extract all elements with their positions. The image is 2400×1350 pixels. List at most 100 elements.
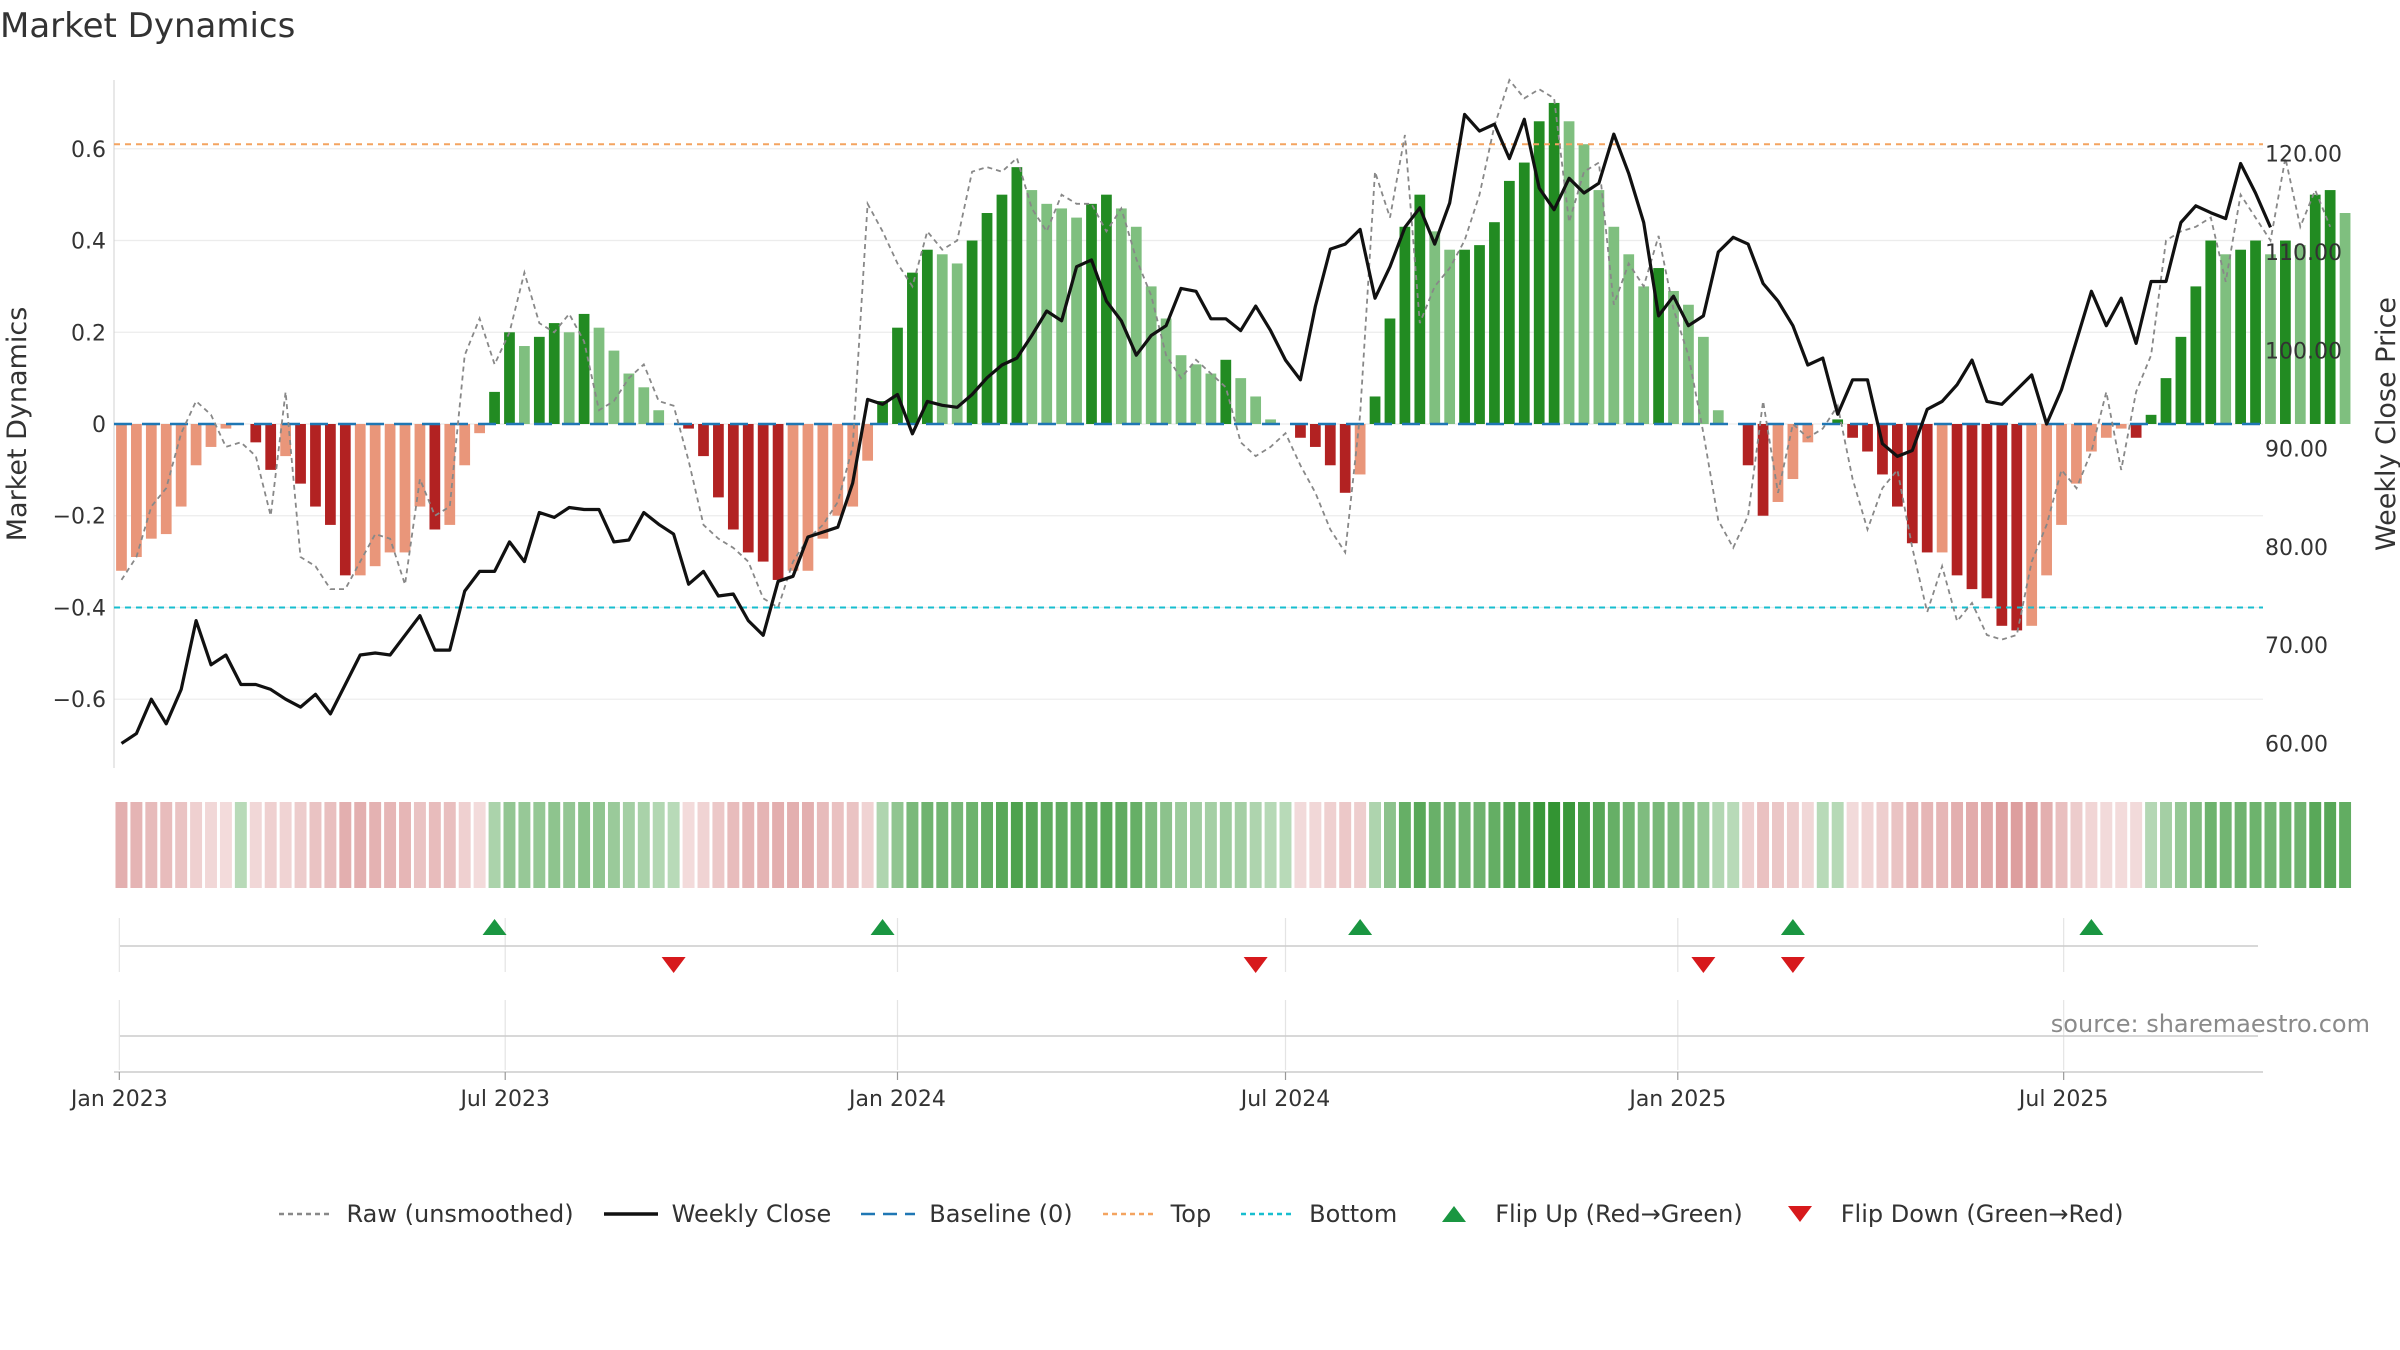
oscillator-bar [1548, 102, 1560, 424]
oscillator-bar [1414, 194, 1426, 424]
flip-up-marker [1780, 919, 1805, 935]
oscillator-bar [1130, 226, 1142, 424]
regime-cell [1772, 802, 1784, 888]
weekly-close-line [120, 112, 2272, 745]
oscillator-bar [160, 424, 172, 535]
oscillator-bar [2250, 240, 2261, 424]
y-right-tick-label: 80.00 [2265, 536, 2328, 561]
oscillator-bar [1399, 226, 1411, 424]
legend-item-raw: Raw (unsmoothed) [277, 1200, 574, 1228]
oscillator-bar [2086, 424, 2097, 452]
regime-cell [1115, 802, 1128, 888]
oscillator-bar [2041, 424, 2052, 576]
regime-cell [1443, 802, 1456, 888]
y-right-tick-label: 90.00 [2265, 438, 2328, 463]
flip-panel [118, 918, 2258, 973]
oscillator-bar [250, 424, 262, 443]
x-tick-label: Jan 2024 [847, 1087, 946, 1112]
regime-cell [742, 802, 755, 888]
flip-down-marker [1691, 957, 1716, 973]
regime-cell [1160, 802, 1173, 888]
regime-cell [309, 802, 322, 888]
oscillator-bar [1533, 121, 1545, 424]
regime-cell [652, 802, 665, 888]
oscillator-bar [1235, 378, 1247, 424]
oscillator-bar [1354, 424, 1366, 475]
oscillator-bar [2160, 378, 2172, 424]
regime-cell [324, 802, 337, 888]
oscillator-bar [2071, 424, 2082, 484]
y-right-tick-label: 100.00 [2265, 339, 2342, 364]
regime-cell [1816, 802, 1829, 888]
regime-cell [1951, 802, 1964, 888]
y-right-tick-label: 70.00 [2265, 634, 2328, 659]
regime-cell [1234, 802, 1247, 888]
oscillator-bar [727, 424, 739, 530]
regime-cell [1085, 802, 1098, 888]
regime-cell [1637, 802, 1650, 888]
oscillator-bar [1638, 286, 1650, 424]
oscillator-bar [1877, 424, 1888, 475]
oscillator-bar [1459, 249, 1470, 424]
regime-cell [563, 802, 576, 888]
regime-cell [369, 802, 382, 888]
regime-cell [115, 802, 128, 888]
regime-cell [399, 802, 411, 888]
regime-cell [831, 802, 844, 888]
regime-strip [115, 802, 2352, 888]
regime-cell [1204, 802, 1217, 888]
regime-cell [1025, 802, 1038, 888]
regime-cell [1727, 802, 1740, 888]
oscillator-bar [429, 424, 441, 530]
oscillator-bar [1011, 167, 1023, 424]
regime-cell [413, 802, 426, 888]
flip-up-marker [1348, 919, 1373, 935]
oscillator-bar [1757, 424, 1769, 516]
regime-cell [757, 802, 770, 888]
oscillator-bar [1742, 424, 1754, 466]
y-right-tick-label: 60.00 [2265, 732, 2328, 757]
regime-cell [1801, 802, 1814, 888]
oscillator-bar [787, 424, 799, 571]
regime-cell [712, 802, 725, 888]
regime-cell [772, 802, 785, 888]
regime-cell [1175, 802, 1188, 888]
y-left-tick-label: −0.4 [53, 596, 106, 621]
oscillator-bar [414, 424, 426, 507]
regime-cell [160, 802, 173, 888]
regime-cell [428, 802, 441, 888]
regime-cell [846, 802, 859, 888]
oscillator-bar [2235, 249, 2246, 424]
oscillator-bar [892, 327, 903, 424]
regime-cell [1563, 802, 1576, 888]
regime-cell [1279, 802, 1292, 888]
oscillator-bar [1250, 396, 1262, 424]
legend-swatch-top [1102, 1212, 1157, 1216]
oscillator-bar [683, 424, 694, 429]
oscillator-bar [474, 424, 486, 434]
oscillator-bar [1608, 226, 1620, 424]
regime-cell [443, 802, 456, 888]
regime-cell [503, 802, 516, 888]
regime-cell [1055, 802, 1068, 888]
bottom-panel [114, 1000, 2263, 1073]
oscillator-bar [1697, 336, 1709, 424]
regime-cell [1846, 802, 1859, 888]
oscillator-bar [459, 424, 471, 466]
regime-cell [175, 802, 188, 888]
regime-cell [1995, 802, 2008, 888]
regime-cell [1503, 802, 1516, 888]
oscillator-bar [862, 424, 874, 461]
oscillator-bar [802, 424, 814, 571]
regime-cell [2115, 802, 2128, 888]
regime-cell [130, 802, 143, 888]
regime-cell [1264, 802, 1277, 888]
oscillator-bar [1265, 419, 1276, 424]
oscillator-bar [698, 424, 709, 457]
regime-cell [2234, 802, 2247, 888]
legend-swatch-bottom [1241, 1212, 1296, 1216]
oscillator-bar [1175, 355, 1187, 424]
regime-cell [1757, 802, 1770, 888]
flip-down-marker [1780, 957, 1805, 973]
regime-cell [518, 802, 531, 888]
